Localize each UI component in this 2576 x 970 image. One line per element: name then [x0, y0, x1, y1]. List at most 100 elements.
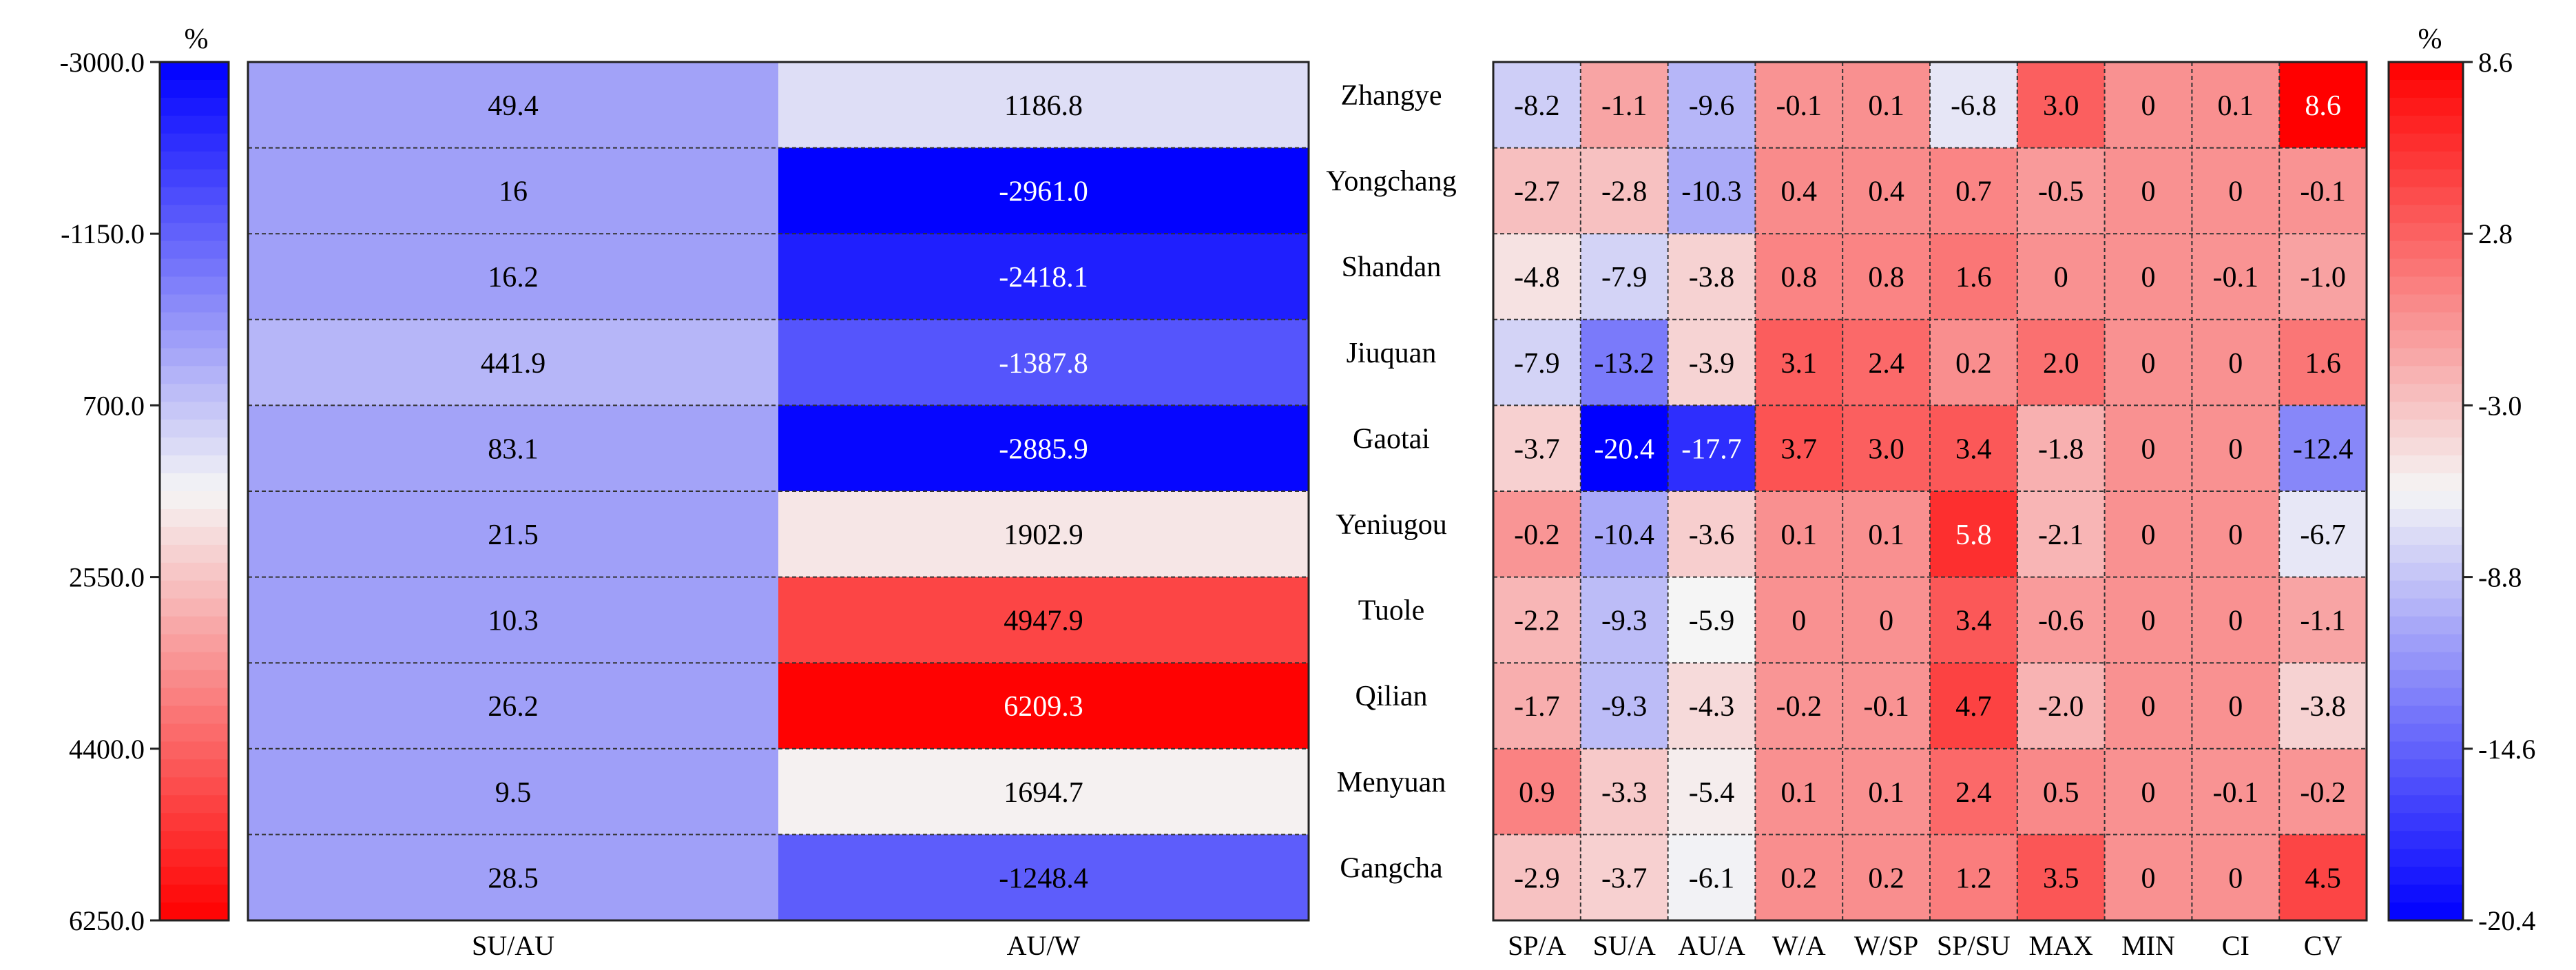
right-heatmap-value-label: -2.0 [2038, 691, 2084, 723]
right-colorbar-swatch [2389, 366, 2463, 384]
right-heatmap-column-label: SP/A [1508, 930, 1566, 961]
right-heatmap-cell [1842, 405, 1931, 492]
left-heatmap-value-label: -1387.8 [999, 348, 1088, 380]
right-heatmap-value-label: 3.7 [1781, 433, 1818, 465]
station-label: Yeniugou [1336, 509, 1446, 541]
left-heatmap-value-label: 10.3 [488, 606, 539, 637]
left-colorbar-swatch [160, 79, 229, 99]
left-heatmap-cell [248, 234, 779, 320]
right-heatmap-value-label: 2.0 [2043, 348, 2079, 380]
right-heatmap-value-label: -3.7 [1514, 433, 1560, 465]
right-heatmap-cell [1842, 62, 1931, 149]
right-heatmap-value-label: 0 [2228, 348, 2243, 380]
right-heatmap-cell [1842, 577, 1931, 663]
left-heatmap-cell [778, 147, 1309, 234]
right-heatmap-value-label: 0.2 [1868, 863, 1904, 894]
left-heatmap-value-label: 21.5 [488, 519, 539, 551]
right-heatmap-cell [2192, 491, 2280, 578]
station-label: Tuole [1358, 595, 1425, 627]
right-colorbar-swatch [2389, 473, 2463, 492]
right-heatmap-value-label: -0.6 [2038, 606, 2084, 637]
left-colorbar-swatch [160, 294, 229, 313]
left-heatmap: 49.4 1186.8 16 -2961.0 16.2 -2418.1 441.9 -1387… [247, 61, 1310, 961]
right-heatmap-value-label: -20.4 [1594, 433, 1654, 465]
right-heatmap-column-label: CV [2304, 930, 2343, 961]
left-heatmap-cell [248, 834, 779, 921]
right-heatmap-cell [2104, 834, 2192, 921]
right-heatmap-cell [2104, 577, 2192, 663]
right-heatmap-grid-lines [1493, 62, 2367, 920]
left-colorbar-swatch [160, 688, 229, 707]
right-heatmap-value-label: 1.6 [1955, 262, 1992, 293]
right-heatmap-value-label: 0 [2141, 606, 2156, 637]
right-heatmap-value-label: 3.5 [2043, 863, 2079, 894]
right-colorbar-swatch [2389, 384, 2463, 402]
right-colorbar-swatch [2389, 885, 2463, 903]
left-colorbar-swatch [160, 885, 229, 903]
left-heatmap-cell [248, 577, 779, 663]
left-colorbar-swatch [160, 491, 229, 510]
left-heatmap-value-label: 1694.7 [1004, 777, 1083, 809]
left-colorbar-tick-label: 2550.0 [69, 562, 145, 593]
right-heatmap-value-label: 0 [1791, 606, 1806, 637]
right-heatmap-cell [1842, 234, 1931, 320]
left-colorbar-unit: % [185, 23, 209, 55]
right-colorbar: % 8.6 2.8 -3.0 -8.8 -14.6 -20.4 [2387, 23, 2535, 936]
right-colorbar-swatch [2389, 741, 2463, 760]
right-heatmap-cell [2017, 491, 2106, 578]
right-heatmap-value-label: -3.3 [1601, 777, 1648, 809]
right-heatmap-value-label: 0.1 [1781, 777, 1818, 809]
right-colorbar-swatch [2389, 491, 2463, 510]
right-heatmap-value-label: -10.3 [1681, 176, 1742, 208]
right-heatmap-cell [1493, 319, 1581, 406]
left-heatmap-cell [778, 405, 1309, 492]
right-heatmap-cell [1580, 748, 1669, 835]
left-colorbar-tick-label: 4400.0 [69, 734, 145, 765]
right-heatmap-cell [1930, 577, 2018, 663]
right-heatmap-cell [1493, 748, 1581, 835]
right-colorbar-tick-label: 8.6 [2478, 47, 2513, 78]
left-colorbar-swatch [160, 151, 229, 170]
right-heatmap-value-label: -2.9 [1514, 863, 1560, 894]
right-heatmap-cell [2017, 62, 2106, 149]
right-heatmap-cell [1930, 663, 2018, 750]
right-heatmap-value-label: -0.2 [2300, 777, 2346, 809]
right-heatmap-value-label: 0.4 [1868, 176, 1904, 208]
left-heatmap-cell [248, 147, 779, 234]
right-heatmap-cell [1930, 147, 2018, 234]
right-heatmap-value-label: -0.1 [2300, 176, 2346, 208]
right-colorbar-swatch [2389, 795, 2463, 814]
right-colorbar-swatch [2389, 402, 2463, 420]
right-heatmap-value-label: 0 [2054, 262, 2068, 293]
left-colorbar-swatch [160, 670, 229, 689]
right-heatmap-value-label: -3.8 [2300, 691, 2346, 723]
right-heatmap-cell [1930, 834, 2018, 921]
right-heatmap-value-label: 0 [2141, 863, 2156, 894]
right-colorbar-swatch [2389, 813, 2463, 832]
left-heatmap-cell [778, 234, 1309, 320]
right-heatmap-value-label: -2.2 [1514, 606, 1560, 637]
right-heatmap-value-label: -9.3 [1601, 606, 1648, 637]
right-heatmap-value-label: -0.1 [1863, 691, 1909, 723]
right-heatmap-value-label: -0.2 [1776, 691, 1822, 723]
left-colorbar-swatch [160, 330, 229, 349]
left-heatmap-column-labels: SU/AU AU/W [472, 930, 1081, 961]
right-heatmap-cell [1842, 748, 1931, 835]
right-heatmap-value-label: -7.9 [1601, 262, 1648, 293]
right-heatmap-value-label: -5.4 [1689, 777, 1735, 809]
right-heatmap-cell [2279, 405, 2367, 492]
right-heatmap-value-label: 0.9 [1519, 777, 1555, 809]
right-colorbar-unit: % [2418, 23, 2442, 55]
right-heatmap-cell [1668, 234, 1756, 320]
right-heatmap-cell [1668, 834, 1756, 921]
right-heatmap-value-label: -1.0 [2300, 262, 2346, 293]
right-heatmap-column-label: W/A [1772, 930, 1826, 961]
left-colorbar-swatch [160, 580, 229, 599]
right-colorbar-swatch [2389, 634, 2463, 653]
left-colorbar-swatch [160, 813, 229, 832]
right-heatmap-cell [2017, 577, 2106, 663]
left-heatmap-cell [778, 491, 1309, 578]
right-heatmap-cell [2104, 748, 2192, 835]
left-heatmap-cell [778, 577, 1309, 663]
